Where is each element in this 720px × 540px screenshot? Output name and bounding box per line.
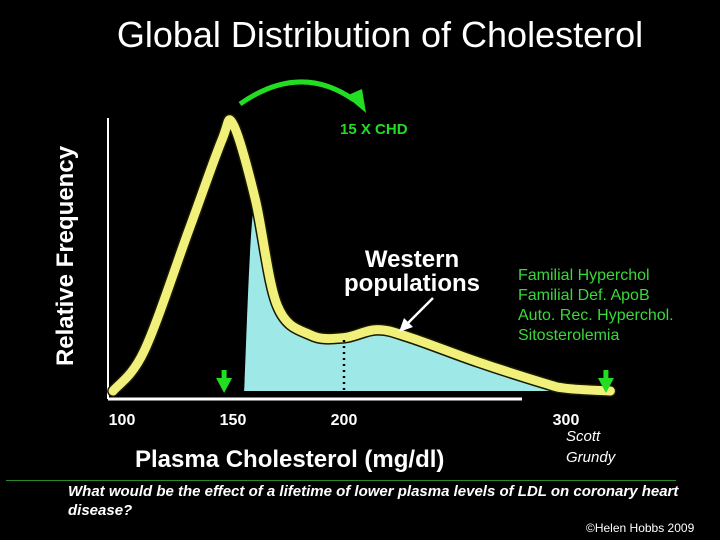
copyright-text: ©Helen Hobbs 2009: [586, 521, 695, 535]
arrow-head: [346, 89, 366, 113]
attribution-line: Grundy: [566, 449, 616, 466]
question-text: What would be the effect of a lifetime o…: [68, 483, 679, 519]
curved-shift-arrow-icon: [238, 79, 366, 113]
western-populations-label: Western populations: [344, 246, 480, 297]
disorder-item: Auto. Rec. Hyperchol.: [518, 307, 674, 324]
distribution-curve: [107, 113, 617, 397]
arrow-shaft: [603, 370, 609, 379]
y-axis-label: Relative Frequency: [52, 145, 79, 367]
x-axis-label: Plasma Cholesterol (mg/dl): [135, 446, 445, 473]
attribution: Scott Grundy: [566, 426, 615, 468]
x-tick-label: 300: [552, 412, 580, 429]
arrow-head: [597, 378, 614, 393]
pointer-arrow-icon: [399, 297, 434, 332]
disorder-item: Familial Def. ApoB: [518, 287, 650, 304]
attribution-line: Scott: [566, 428, 601, 445]
x-tick-label: 150: [219, 412, 247, 429]
disorder-item: Sitosterolemia: [518, 327, 620, 344]
chart-annotations: [216, 79, 614, 399]
x-tick-label: 200: [330, 412, 358, 429]
axes: [107, 118, 522, 401]
green-down-arrow-icon: [216, 370, 233, 393]
green-down-arrow-icon: [597, 370, 614, 393]
arrow-head: [216, 378, 233, 393]
pointer-shaft: [406, 297, 434, 325]
distribution-line: [108, 115, 615, 396]
chart-title: Global Distribution of Cholesterol: [116, 14, 644, 55]
arrow-arc: [238, 79, 356, 107]
pointer-head: [399, 318, 413, 332]
arrow-shaft: [221, 370, 227, 379]
disorders-list: Familial Hyperchol Familial Def. ApoB Au…: [518, 266, 674, 346]
chd-arrow-label: 15 X CHD: [340, 121, 408, 138]
disorder-item: Familial Hyperchol: [518, 267, 650, 284]
x-tick-label: 100: [108, 412, 136, 429]
divider-line: [6, 480, 676, 481]
